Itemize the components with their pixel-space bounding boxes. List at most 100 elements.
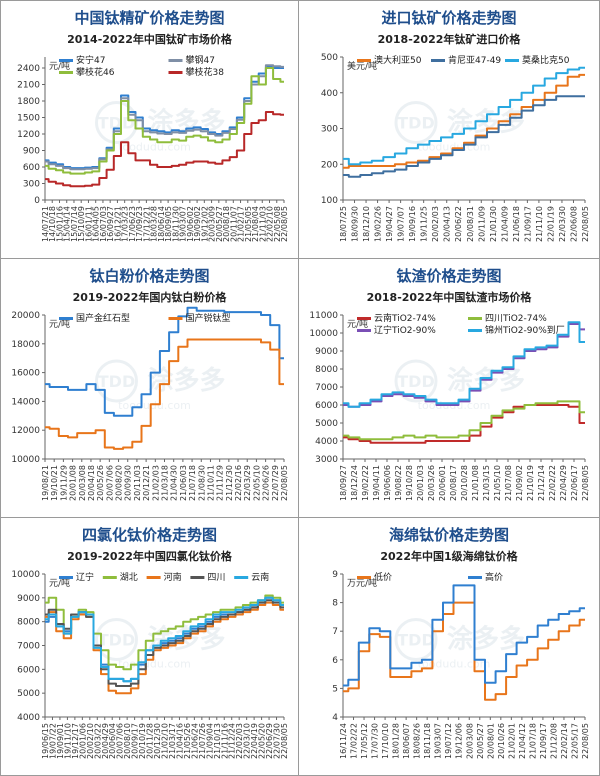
y-unit-label: 万元/吨 (347, 577, 377, 589)
panel-title: 海绵钛价格走势图 (388, 526, 509, 544)
watermark-logo-icon (394, 618, 438, 661)
y-tick-label: 7000 (315, 383, 338, 393)
x-tick-label: 19/12/02 (200, 206, 209, 242)
x-tick-label: 21/05/05 (244, 206, 253, 242)
x-tick-label: 22/06/29 (265, 723, 274, 759)
y-tick-label: 6 (332, 656, 338, 666)
legend-swatch (468, 576, 482, 579)
x-tick-label: 22/04/19 (250, 723, 259, 759)
y-tick-label: 12000 (11, 426, 40, 436)
x-tick-label: 22/02/10 (266, 206, 275, 242)
y-tick-label: 900 (23, 147, 40, 157)
watermark-logo-text: TDD (98, 114, 135, 133)
x-tick-label: 20/02/10 (86, 723, 95, 759)
x-tick-label: 22/05/20 (258, 723, 267, 759)
legend-swatch (59, 59, 73, 62)
legend-label: 河南 (164, 571, 182, 583)
x-tick-label: 19/11/29 (59, 465, 68, 501)
x-tick-label: 16/04/05 (92, 206, 101, 242)
series-line-1 (343, 73, 585, 169)
x-tick-label: 22/07/29 (271, 465, 280, 501)
watermark-logo-icon (95, 359, 138, 403)
x-tick-label: 21/12/30 (225, 465, 234, 501)
x-tick-label: 20/11/03 (133, 465, 142, 501)
x-tick-label: 19/04/11 (372, 465, 381, 501)
y-tick-label: 9000 (17, 594, 40, 604)
x-tick-label: 22/04/29 (559, 465, 568, 501)
y-tick-label: 10000 (11, 570, 40, 580)
legend-label: 湖北 (120, 572, 138, 583)
legend-swatch (431, 59, 445, 62)
x-tick-label: 22/05/17 (570, 723, 579, 759)
x-tick-label: 20/05/26 (96, 465, 105, 501)
x-tick-label: 21/03/18 (161, 465, 170, 501)
legend-label: 安宁47 (76, 54, 105, 66)
x-tick-label: 22/08/05 (280, 465, 289, 501)
x-tick-label: 20/11/09 (477, 206, 486, 242)
y-tick-label: 10000 (309, 329, 338, 339)
x-tick-label: 21/06/03 (179, 465, 188, 501)
legend-swatch (102, 576, 117, 579)
x-tick-label: 20/08/10 (123, 723, 132, 759)
y-tick-label: 4000 (315, 437, 338, 447)
chart-title: 2018-2022年钛矿进口价格 (378, 32, 522, 46)
legend-swatch (168, 317, 183, 320)
series-line-2 (45, 338, 284, 450)
x-tick-label: 22/06/26 (262, 465, 271, 501)
x-tick-label: 21/04/16 (175, 723, 184, 759)
x-tick-label: 21/08/30 (197, 465, 206, 501)
y-tick-label: 16000 (11, 369, 40, 379)
x-tick-label: 18/12/10 (362, 206, 371, 242)
legend-swatch (59, 71, 73, 74)
watermark-logo-icon (394, 101, 438, 144)
x-tick-label: 21/06/24 (190, 723, 199, 759)
x-tick-label: 21/02/17 (237, 206, 246, 242)
x-tick-label: 21/03/17 (168, 723, 177, 759)
x-tick-label: 21/10/13 (213, 723, 222, 759)
series-line-5 (45, 596, 284, 683)
x-tick-label: 18/03/28 (150, 206, 159, 242)
x-tick-label: 21/08/04 (251, 206, 260, 242)
x-tick-label: 19/08/21 (41, 465, 50, 501)
legend-swatch (468, 329, 482, 332)
x-tick-label: 19/02/26 (374, 206, 383, 242)
x-tick-label: 22/05/08 (273, 206, 282, 242)
series-line-3 (45, 67, 284, 175)
y-tick-label: 10000 (11, 455, 40, 465)
x-tick-label: 21/12/24 (228, 723, 237, 759)
legend-label: 高价 (485, 571, 503, 583)
x-tick-label: 21/01/08 (471, 465, 480, 501)
x-tick-label: 16/01/11 (84, 206, 93, 242)
legend-swatch (505, 59, 519, 62)
legend-swatch (146, 576, 161, 579)
x-tick-label: 20/10/19 (138, 723, 147, 759)
x-tick-label: 18/11/18 (423, 723, 432, 759)
x-tick-label: 21/09/02 (515, 465, 524, 501)
x-tick-label: 20/06/04 (108, 723, 117, 759)
x-tick-label: 16/07/03 (99, 206, 108, 242)
series-line-2 (343, 400, 585, 441)
legend-label: 四川TiO2-74% (485, 314, 547, 324)
y-tick-label: 6000 (315, 401, 338, 411)
watermark-logo-icon (394, 359, 438, 403)
series-line-1 (343, 601, 585, 701)
chart-title: 2019-2022年国内钛白粉价格 (73, 290, 228, 304)
legend-swatch (168, 71, 183, 74)
legend-label: 低价 (374, 571, 392, 583)
y-tick-label: 8 (332, 599, 338, 609)
x-tick-label: 20/04/18 (87, 465, 96, 501)
x-tick-label: 22/02/03 (235, 723, 244, 759)
y-tick-label: 200 (321, 160, 338, 170)
chart-titanium-slag: TDD 涂多多toodudu.com2018-2022年中国钛渣市场价格元/吨30… (309, 290, 590, 501)
panel-title: 四氯化钛价格走势图 (81, 526, 217, 544)
x-tick-label: 19/12/06 (455, 723, 464, 759)
x-tick-label: 19/02/22 (361, 465, 370, 501)
x-tick-label: 22/06/17 (570, 465, 579, 501)
x-tick-label: 19/03/07 (434, 723, 443, 759)
x-tick-label: 19/11/10 (63, 723, 72, 759)
x-tick-label: 20/06/22 (454, 206, 463, 242)
